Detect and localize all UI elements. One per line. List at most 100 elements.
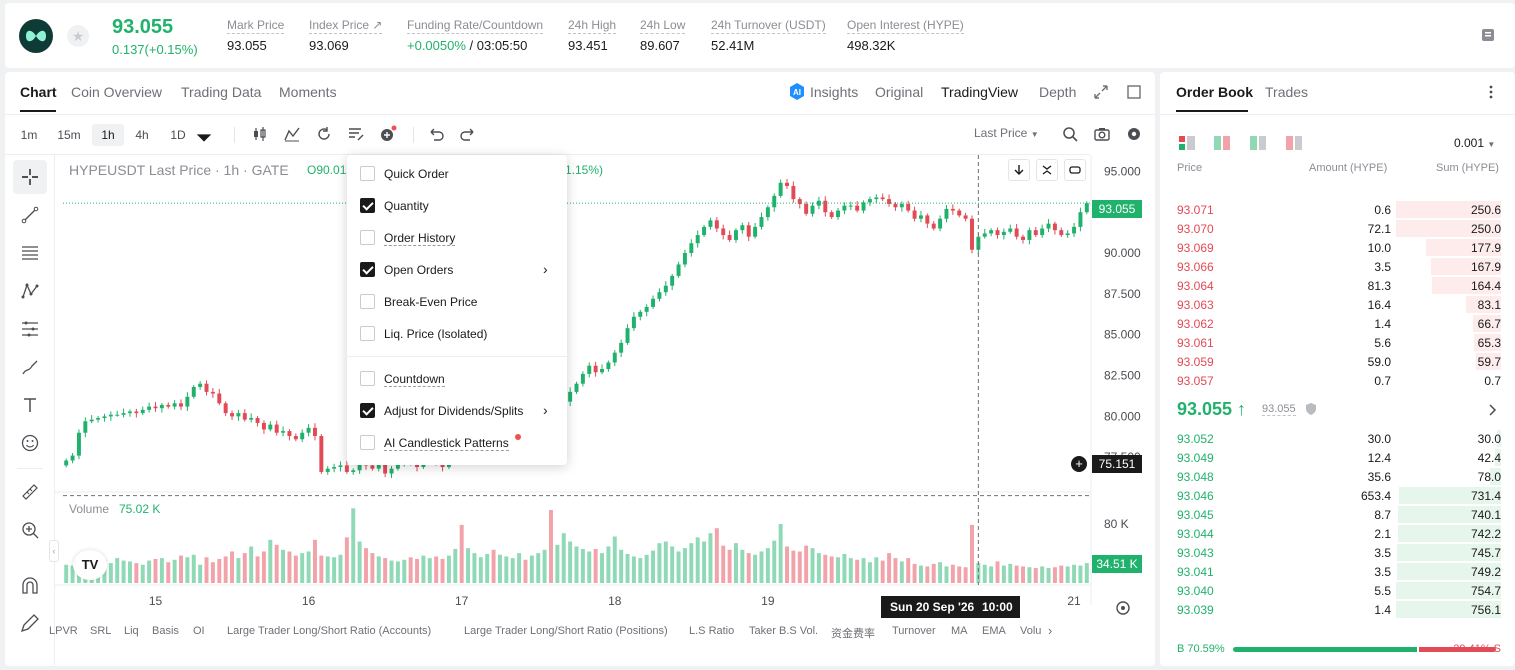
book-icon[interactable] (1480, 27, 1496, 43)
ask-row[interactable]: 93.071 0.6 250.6 (1160, 200, 1515, 219)
more-menu-icon[interactable] (1488, 84, 1494, 100)
undo-icon[interactable] (427, 125, 445, 143)
collapse-button[interactable] (1036, 159, 1058, 181)
window-icon[interactable] (1127, 85, 1141, 99)
bid-row[interactable]: 93.046 653.4 731.4 (1160, 486, 1515, 505)
tab-chart[interactable]: Chart (20, 84, 57, 100)
indicator-item[interactable]: SRL (90, 625, 112, 637)
bid-row[interactable]: 93.043 3.5 745.7 (1160, 543, 1515, 562)
bid-row[interactable]: 93.052 30.0 30.0 (1160, 429, 1515, 448)
tab-order-book[interactable]: Order Book (1176, 84, 1254, 100)
interval-dropdown-icon[interactable] (195, 129, 213, 147)
chevron-right-icon[interactable] (1488, 404, 1498, 416)
bid-row[interactable]: 93.045 8.7 740.1 (1160, 505, 1515, 524)
ask-row[interactable]: 93.059 59.0 59.7 (1160, 352, 1515, 371)
view-bids-icon[interactable] (1249, 135, 1267, 151)
ask-row[interactable]: 93.064 81.3 164.4 (1160, 276, 1515, 295)
interval-15m[interactable]: 15m (57, 128, 81, 142)
chevron-right-icon[interactable]: › (1048, 623, 1053, 638)
bid-row[interactable]: 93.044 2.1 742.2 (1160, 524, 1515, 543)
stat-label[interactable]: Index Price ↗ (309, 18, 383, 34)
ask-row[interactable]: 93.070 72.1 250.0 (1160, 219, 1515, 238)
checkbox-icon[interactable] (360, 326, 375, 341)
indicator-item[interactable]: Basis (152, 625, 179, 637)
indicator-item[interactable]: Turnover (892, 625, 936, 637)
brush-tool[interactable] (13, 350, 47, 384)
lock-drawings-icon[interactable] (19, 612, 41, 637)
view-both-icon[interactable] (1178, 135, 1196, 151)
view-split-icon[interactable] (1213, 135, 1231, 151)
tab-trading-data[interactable]: Trading Data (181, 84, 262, 100)
checkbox-icon[interactable] (360, 294, 375, 309)
indicator-item[interactable]: EMA (982, 625, 1006, 637)
interval-4h[interactable]: 4h (135, 128, 149, 142)
crosshair-add-icon[interactable]: + (1071, 456, 1087, 472)
checkbox-icon[interactable] (360, 166, 375, 181)
ask-row[interactable]: 93.062 1.4 66.7 (1160, 314, 1515, 333)
settings-menu-item[interactable]: Break-Even Price (347, 285, 567, 317)
ruler-tool[interactable] (13, 475, 47, 509)
checkbox-checked-icon[interactable] (360, 198, 375, 213)
indicator-item[interactable]: OI (193, 625, 205, 637)
search-icon[interactable] (1061, 125, 1079, 143)
indicators-icon[interactable] (283, 125, 301, 143)
ask-row[interactable]: 93.061 5.6 65.3 (1160, 333, 1515, 352)
indicator-item[interactable]: Taker B.S Vol. (749, 625, 819, 637)
candle-type-icon[interactable] (251, 125, 269, 143)
settings-menu-item[interactable]: AI Candlestick Patterns (347, 426, 567, 458)
view-original[interactable]: Original (875, 84, 924, 100)
view-insights[interactable]: Insights (810, 84, 859, 100)
favorite-star-icon[interactable]: ★ (67, 25, 89, 47)
indicator-item[interactable]: L.S Ratio (689, 625, 735, 637)
settings-menu-item[interactable]: Adjust for Dividends/Splits › (347, 394, 567, 426)
indicator-item[interactable]: MA (951, 625, 968, 637)
interval-1d[interactable]: 1D (170, 128, 186, 142)
indicator-item[interactable]: Large Trader Long/Short Ratio (Accounts) (227, 625, 432, 637)
camera-icon[interactable] (1093, 125, 1111, 143)
ask-row[interactable]: 93.066 3.5 167.9 (1160, 257, 1515, 276)
magnet-icon[interactable] (19, 575, 41, 600)
emoji-tool[interactable] (13, 426, 47, 460)
text-tool[interactable] (13, 388, 47, 422)
settings-menu-item[interactable]: Liq. Price (Isolated) (347, 317, 567, 349)
forecast-tool[interactable] (13, 312, 47, 346)
view-asks-icon[interactable] (1285, 135, 1303, 151)
pattern-tool[interactable] (13, 274, 47, 308)
interval-1m[interactable]: 1m (20, 128, 38, 142)
fullscreen-icon[interactable] (1094, 85, 1108, 99)
price-source-select[interactable]: Last Price ▼ (974, 126, 1039, 140)
tab-trades[interactable]: Trades (1265, 84, 1309, 100)
settings-menu-item[interactable]: Quick Order (347, 157, 567, 189)
redo-icon[interactable] (459, 125, 477, 143)
ask-row[interactable]: 93.069 10.0 177.9 (1160, 238, 1515, 257)
templates-icon[interactable] (347, 125, 365, 143)
tab-coin-overview[interactable]: Coin Overview (71, 84, 163, 100)
trendline-tool[interactable] (13, 198, 47, 232)
ask-row[interactable]: 93.063 16.4 83.1 (1160, 295, 1515, 314)
settings-menu-item[interactable]: Countdown (347, 362, 567, 394)
replay-icon[interactable] (315, 125, 333, 143)
bid-row[interactable]: 93.040 5.5 754.7 (1160, 581, 1515, 600)
precision-select[interactable]: 0.001 ▼ (1454, 136, 1495, 150)
fib-tool[interactable] (13, 236, 47, 270)
tab-moments[interactable]: Moments (279, 84, 337, 100)
settings-gear-icon[interactable] (1125, 125, 1143, 143)
settings-menu-item[interactable]: Order History (347, 221, 567, 253)
settings-menu-item[interactable]: Quantity (347, 189, 567, 221)
indicator-item[interactable]: Volu (1020, 625, 1042, 637)
indicator-item[interactable]: LPVR (49, 625, 78, 637)
bid-row[interactable]: 93.049 12.4 42.4 (1160, 448, 1515, 467)
interval-1h[interactable]: 1h (92, 124, 124, 146)
checkbox-checked-icon[interactable] (360, 262, 375, 277)
view-tradingview[interactable]: TradingView (941, 84, 1019, 100)
axis-settings-icon[interactable] (1115, 600, 1131, 616)
checkbox-icon[interactable] (360, 435, 375, 450)
bid-row[interactable]: 93.041 3.5 749.2 (1160, 562, 1515, 581)
ask-row[interactable]: 93.057 0.7 0.7 (1160, 371, 1515, 390)
view-depth[interactable]: Depth (1039, 84, 1077, 100)
collapse-toolbar-icon[interactable]: ‹ (49, 540, 59, 562)
checkbox-icon[interactable] (360, 371, 375, 386)
checkbox-icon[interactable] (360, 230, 375, 245)
bid-row[interactable]: 93.048 35.6 78.0 (1160, 467, 1515, 486)
stat-label[interactable]: Funding Rate/Countdown (407, 18, 544, 34)
